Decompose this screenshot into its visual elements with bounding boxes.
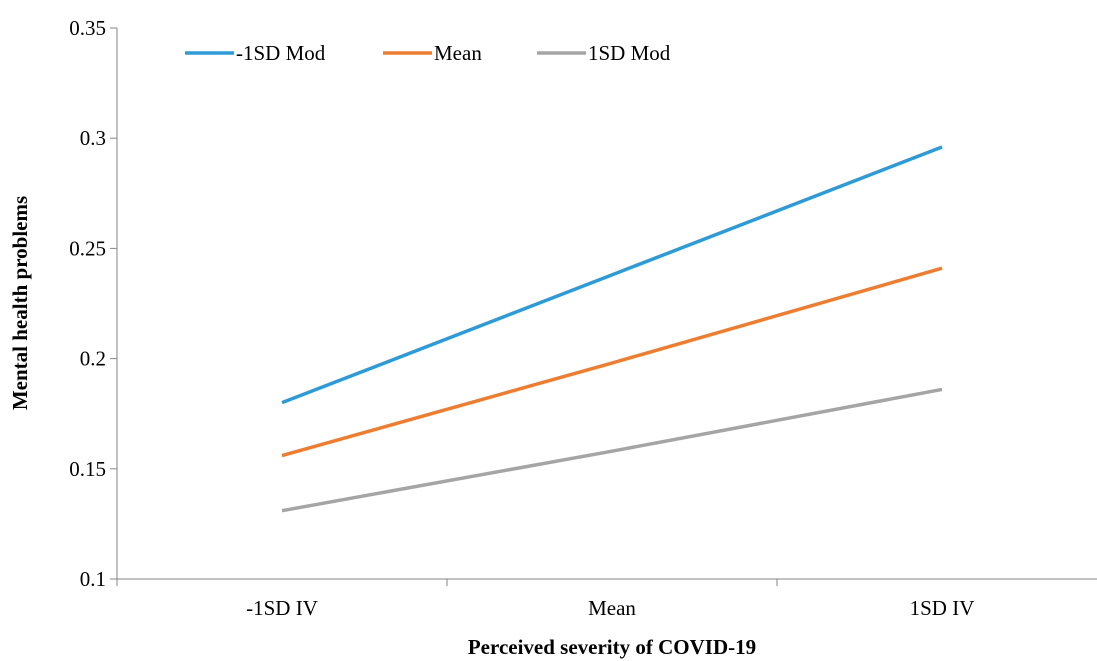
y-tick-label: 0.15	[69, 457, 106, 481]
y-tick-label: 0.2	[80, 347, 106, 371]
x-tick-label: Mean	[588, 596, 636, 620]
y-tick-label: 0.25	[69, 236, 106, 260]
y-tick-label: 0.3	[80, 126, 106, 150]
series-line-0	[281, 145, 943, 405]
legend-label-2: 1SD Mod	[588, 41, 671, 65]
y-ticks: 0.1 0.15 0.2 0.25 0.3 0.35	[69, 16, 117, 591]
legend: -1SD Mod Mean 1SD Mod	[185, 41, 671, 65]
legend-label-1: Mean	[434, 41, 482, 65]
series-lines	[281, 145, 943, 513]
series-line-2	[281, 387, 943, 513]
legend-label-0: -1SD Mod	[236, 41, 326, 65]
x-ticks: -1SD IV Mean 1SD IV	[116, 579, 975, 620]
x-tick-label: 1SD IV	[910, 596, 975, 620]
y-axis-title: Mental health problems	[8, 196, 32, 410]
axes	[116, 28, 1097, 580]
y-tick-label: 0.35	[69, 16, 106, 40]
y-tick-label: 0.1	[80, 567, 106, 591]
series-line-1	[281, 266, 943, 458]
x-tick-label: -1SD IV	[246, 596, 318, 620]
x-axis-title: Perceived severity of COVID-19	[468, 635, 756, 659]
